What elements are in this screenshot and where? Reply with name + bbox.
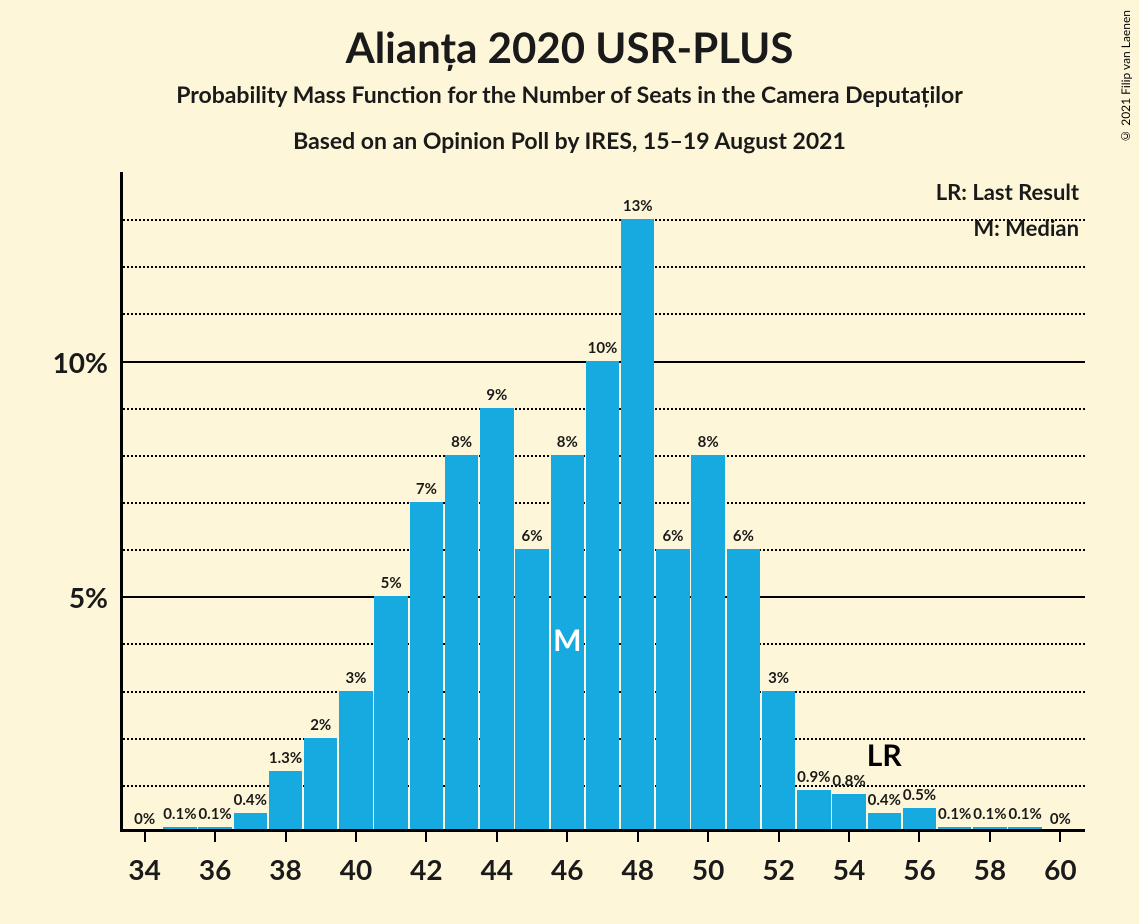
bar-value-label: 0.4% <box>234 791 267 809</box>
x-tick-label: 42 <box>410 852 442 886</box>
bar-value-label: 7% <box>416 480 437 498</box>
bar-value-label: 2% <box>310 716 331 734</box>
x-tick-label: 50 <box>692 852 724 886</box>
bar <box>727 549 760 832</box>
x-tick-label: 52 <box>762 852 794 886</box>
chart-subtitle-2: Based on an Opinion Poll by IRES, 15–19 … <box>0 126 1139 154</box>
bar <box>586 361 619 832</box>
bar-value-label: 0.1% <box>198 805 231 823</box>
x-tick-label: 58 <box>974 852 1006 886</box>
bar-value-label: 6% <box>733 527 754 545</box>
chart-subtitle-1: Probability Mass Function for the Number… <box>0 80 1139 108</box>
bar-value-label: 8% <box>698 433 719 451</box>
x-tick-label: 48 <box>621 852 653 886</box>
y-tick-label: 5% <box>34 580 108 614</box>
x-tick <box>496 832 498 842</box>
bar-value-label: 1.3% <box>269 749 302 767</box>
x-tick <box>144 832 146 842</box>
bar-value-label: 0.1% <box>938 805 971 823</box>
bar-value-label: 0.1% <box>973 805 1006 823</box>
gridline-minor <box>120 266 1085 268</box>
bar-value-label: 5% <box>381 574 402 592</box>
x-axis <box>120 829 1085 832</box>
bar-value-label: 0.5% <box>903 786 936 804</box>
x-tick-label: 56 <box>903 852 935 886</box>
copyright-text: © 2021 Filip van Laenen <box>1118 10 1133 144</box>
bar-value-label: 8% <box>451 433 472 451</box>
x-tick-label: 60 <box>1044 852 1076 886</box>
x-tick <box>1059 832 1061 842</box>
bar-value-label: 9% <box>486 386 507 404</box>
plot-area: 0%0.1%0.1%0.4%1.3%2%3%5%7%8%9%6%8%M10%13… <box>120 172 1085 832</box>
bar <box>339 691 372 832</box>
bar <box>656 549 689 832</box>
bar-value-label: 0.9% <box>797 768 830 786</box>
bar <box>832 794 865 832</box>
bar-value-label: 10% <box>588 339 618 357</box>
bar <box>762 691 795 832</box>
bar-value-label: 0.1% <box>163 805 196 823</box>
chart-title: Alianța 2020 USR-PLUS <box>0 22 1139 72</box>
bar-value-label: 0.1% <box>1008 805 1041 823</box>
x-tick <box>425 832 427 842</box>
bar-value-label: 6% <box>662 527 683 545</box>
bar <box>480 408 513 832</box>
bar-value-label: 3% <box>768 669 789 687</box>
bar <box>374 596 407 832</box>
x-tick <box>566 832 568 842</box>
bar-value-label: 0.8% <box>832 772 865 790</box>
last-result-marker: LR <box>867 737 902 773</box>
bar <box>621 219 654 832</box>
x-tick <box>637 832 639 842</box>
bar <box>797 790 830 832</box>
bar-value-label: 0% <box>134 810 155 828</box>
bar-value-label: 0% <box>1050 810 1071 828</box>
x-tick <box>285 832 287 842</box>
x-tick-label: 44 <box>481 852 513 886</box>
gridline-minor <box>120 313 1085 315</box>
x-tick-label: 54 <box>833 852 865 886</box>
x-tick-label: 36 <box>199 852 231 886</box>
bar-value-label: 3% <box>345 669 366 687</box>
x-tick <box>778 832 780 842</box>
x-tick-label: 38 <box>269 852 301 886</box>
bar-value-label: 6% <box>522 527 543 545</box>
x-tick <box>214 832 216 842</box>
x-tick <box>989 832 991 842</box>
x-tick <box>848 832 850 842</box>
bar-value-label: 0.4% <box>868 791 901 809</box>
y-axis <box>120 172 123 832</box>
x-tick <box>918 832 920 842</box>
median-marker: M <box>553 622 581 658</box>
bar <box>410 502 443 832</box>
x-tick-label: 46 <box>551 852 583 886</box>
gridline-minor <box>120 219 1085 221</box>
x-tick-label: 40 <box>340 852 372 886</box>
x-tick-label: 34 <box>128 852 160 886</box>
bar <box>445 455 478 832</box>
y-tick-label: 10% <box>34 345 108 379</box>
bar <box>269 771 302 832</box>
x-tick <box>707 832 709 842</box>
x-tick <box>355 832 357 842</box>
bar <box>691 455 724 832</box>
bar-value-label: 8% <box>557 433 578 451</box>
chart-canvas: Alianța 2020 USR-PLUS Probability Mass F… <box>0 0 1139 924</box>
bar-value-label: 13% <box>623 197 653 215</box>
bar <box>304 738 337 832</box>
bar <box>515 549 548 832</box>
